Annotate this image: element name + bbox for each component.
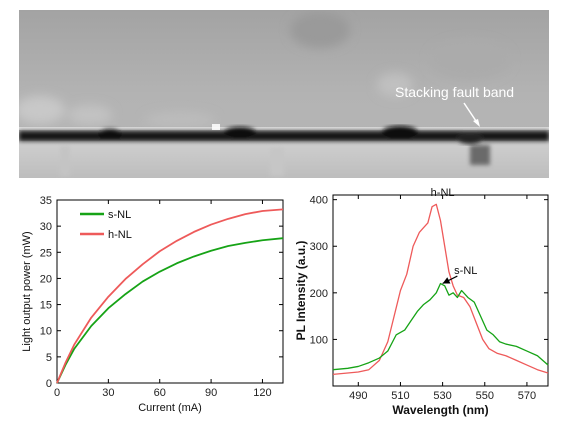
y-tick-label: 200 bbox=[310, 288, 328, 300]
y-tick-label: 30 bbox=[40, 221, 52, 233]
micrograph-texture bbox=[19, 12, 510, 128]
x-tick-label: 570 bbox=[518, 390, 536, 402]
x-tick-label: 60 bbox=[154, 387, 166, 399]
micrograph-dark-layer bbox=[19, 131, 549, 141]
series-line-h-nl bbox=[332, 203, 549, 375]
series-line-h-nl bbox=[56, 208, 284, 384]
y-tick-label: 0 bbox=[46, 378, 52, 390]
annotation-label: s-NL bbox=[454, 265, 477, 277]
annotation-arrowhead bbox=[442, 277, 451, 284]
x-tick-label: 90 bbox=[205, 387, 217, 399]
series-line-s-nl bbox=[332, 282, 549, 371]
chart-light-output-power: 0 30 60 90 120 0 5 10 15 20 25 30 35 Current (mA) Ligh… bbox=[21, 195, 284, 414]
x-tick-label: 550 bbox=[476, 390, 494, 402]
micrograph-label-arrowhead bbox=[473, 119, 480, 127]
x-tick-label: 0 bbox=[54, 387, 60, 399]
x-tick-label: 510 bbox=[391, 390, 409, 402]
x-axis-label: Current (mA) bbox=[138, 402, 202, 414]
y-tick-label: 35 bbox=[40, 195, 52, 207]
x-tick-label: 30 bbox=[102, 387, 114, 399]
chart-pl-intensity: 490 510 530 550 570 100 200 300 400 Wavelength (n… bbox=[294, 187, 549, 417]
micrograph-label: Stacking fault band bbox=[395, 84, 514, 100]
y-axis-label: Light output power (mW) bbox=[21, 231, 33, 351]
plot-frame bbox=[56, 199, 284, 384]
micrograph-panel: Stacking fault band bbox=[19, 10, 549, 178]
x-tick-label: 490 bbox=[349, 390, 367, 402]
y-tick-label: 25 bbox=[40, 247, 52, 259]
x-tick-label: 530 bbox=[433, 390, 451, 402]
y-tick-label: 5 bbox=[46, 352, 52, 364]
y-tick-label: 100 bbox=[310, 334, 328, 346]
y-tick-label: 10 bbox=[40, 326, 52, 338]
legend-label-s-nl: s-NL bbox=[108, 209, 131, 221]
y-tick-label: 400 bbox=[310, 195, 328, 207]
series-line-s-nl bbox=[56, 237, 284, 384]
plot-frame bbox=[332, 194, 549, 387]
y-tick-label: 20 bbox=[40, 273, 52, 285]
y-tick-label: 15 bbox=[40, 300, 52, 312]
y-tick-label: 300 bbox=[310, 241, 328, 253]
y-axis-label: PL Intensity (a.u.) bbox=[294, 241, 308, 341]
stacking-fault-band bbox=[19, 127, 549, 130]
x-axis-label: Wavelength (nm) bbox=[392, 403, 488, 417]
x-tick-label: 120 bbox=[253, 387, 271, 399]
annotation-label: h-NL bbox=[431, 187, 455, 199]
legend-label-h-nl: h-NL bbox=[108, 229, 132, 241]
